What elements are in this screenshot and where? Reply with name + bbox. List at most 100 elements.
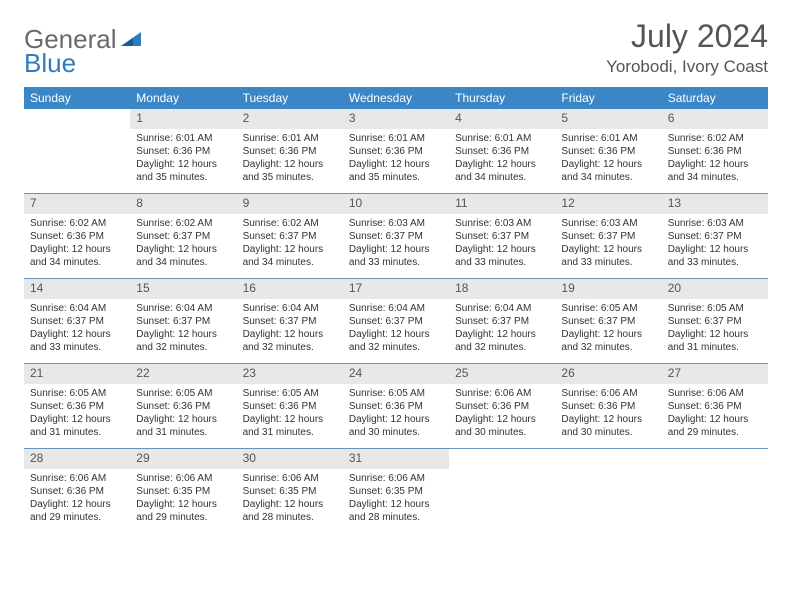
day-cell: 28Sunrise: 6:06 AMSunset: 6:36 PMDayligh… (24, 449, 130, 533)
daylight-text: Daylight: 12 hours and 33 minutes. (30, 328, 124, 354)
daylight-text: Daylight: 12 hours and 33 minutes. (455, 243, 549, 269)
week-row: 7Sunrise: 6:02 AMSunset: 6:36 PMDaylight… (24, 193, 768, 278)
day-cell: 12Sunrise: 6:03 AMSunset: 6:37 PMDayligh… (555, 194, 661, 278)
day-body: Sunrise: 6:05 AMSunset: 6:36 PMDaylight:… (130, 384, 236, 445)
daylight-text: Daylight: 12 hours and 33 minutes. (561, 243, 655, 269)
day-body: Sunrise: 6:01 AMSunset: 6:36 PMDaylight:… (343, 129, 449, 190)
week-row: 21Sunrise: 6:05 AMSunset: 6:36 PMDayligh… (24, 363, 768, 448)
day-cell: 9Sunrise: 6:02 AMSunset: 6:37 PMDaylight… (237, 194, 343, 278)
location-label: Yorobodi, Ivory Coast (606, 57, 768, 77)
day-body: Sunrise: 6:04 AMSunset: 6:37 PMDaylight:… (237, 299, 343, 360)
sunset-text: Sunset: 6:36 PM (561, 400, 655, 413)
sunset-text: Sunset: 6:37 PM (668, 315, 762, 328)
day-cell (662, 449, 768, 533)
day-body: Sunrise: 6:06 AMSunset: 6:36 PMDaylight:… (555, 384, 661, 445)
sunset-text: Sunset: 6:36 PM (561, 145, 655, 158)
day-cell: 11Sunrise: 6:03 AMSunset: 6:37 PMDayligh… (449, 194, 555, 278)
day-cell: 21Sunrise: 6:05 AMSunset: 6:36 PMDayligh… (24, 364, 130, 448)
sunrise-text: Sunrise: 6:04 AM (455, 302, 549, 315)
day-number: 10 (343, 194, 449, 214)
day-body: Sunrise: 6:06 AMSunset: 6:35 PMDaylight:… (237, 469, 343, 530)
dow-cell: Saturday (662, 87, 768, 109)
day-cell: 26Sunrise: 6:06 AMSunset: 6:36 PMDayligh… (555, 364, 661, 448)
day-number: 27 (662, 364, 768, 384)
day-cell (449, 449, 555, 533)
sunset-text: Sunset: 6:35 PM (243, 485, 337, 498)
day-number: 7 (24, 194, 130, 214)
day-number (555, 449, 661, 469)
day-cell: 15Sunrise: 6:04 AMSunset: 6:37 PMDayligh… (130, 279, 236, 363)
sunrise-text: Sunrise: 6:05 AM (349, 387, 443, 400)
brand-part2: Blue (24, 48, 76, 79)
sunset-text: Sunset: 6:36 PM (349, 400, 443, 413)
dow-header-row: SundayMondayTuesdayWednesdayThursdayFrid… (24, 87, 768, 109)
sunrise-text: Sunrise: 6:02 AM (243, 217, 337, 230)
day-body: Sunrise: 6:05 AMSunset: 6:37 PMDaylight:… (555, 299, 661, 360)
daylight-text: Daylight: 12 hours and 31 minutes. (668, 328, 762, 354)
sunrise-text: Sunrise: 6:02 AM (668, 132, 762, 145)
sunset-text: Sunset: 6:37 PM (243, 230, 337, 243)
day-number: 16 (237, 279, 343, 299)
sunset-text: Sunset: 6:36 PM (30, 485, 124, 498)
day-body: Sunrise: 6:04 AMSunset: 6:37 PMDaylight:… (343, 299, 449, 360)
daylight-text: Daylight: 12 hours and 31 minutes. (243, 413, 337, 439)
day-body: Sunrise: 6:05 AMSunset: 6:36 PMDaylight:… (24, 384, 130, 445)
sunset-text: Sunset: 6:36 PM (243, 400, 337, 413)
daylight-text: Daylight: 12 hours and 32 minutes. (561, 328, 655, 354)
day-cell: 13Sunrise: 6:03 AMSunset: 6:37 PMDayligh… (662, 194, 768, 278)
sunrise-text: Sunrise: 6:06 AM (136, 472, 230, 485)
sunrise-text: Sunrise: 6:01 AM (561, 132, 655, 145)
sunrise-text: Sunrise: 6:05 AM (136, 387, 230, 400)
sunset-text: Sunset: 6:37 PM (668, 230, 762, 243)
day-number: 21 (24, 364, 130, 384)
day-body: Sunrise: 6:01 AMSunset: 6:36 PMDaylight:… (555, 129, 661, 190)
day-number (24, 109, 130, 129)
day-number: 25 (449, 364, 555, 384)
day-cell: 14Sunrise: 6:04 AMSunset: 6:37 PMDayligh… (24, 279, 130, 363)
day-number: 26 (555, 364, 661, 384)
day-cell: 5Sunrise: 6:01 AMSunset: 6:36 PMDaylight… (555, 109, 661, 193)
day-body: Sunrise: 6:02 AMSunset: 6:37 PMDaylight:… (130, 214, 236, 275)
day-cell: 3Sunrise: 6:01 AMSunset: 6:36 PMDaylight… (343, 109, 449, 193)
week-row: 1Sunrise: 6:01 AMSunset: 6:36 PMDaylight… (24, 109, 768, 193)
day-number: 2 (237, 109, 343, 129)
day-body: Sunrise: 6:04 AMSunset: 6:37 PMDaylight:… (24, 299, 130, 360)
day-number: 15 (130, 279, 236, 299)
day-body: Sunrise: 6:01 AMSunset: 6:36 PMDaylight:… (130, 129, 236, 190)
day-number: 12 (555, 194, 661, 214)
dow-cell: Wednesday (343, 87, 449, 109)
day-cell: 24 Sunrise: 6:05 AMSunset: 6:36 PMDayligh… (343, 364, 449, 448)
day-body: Sunrise: 6:06 AMSunset: 6:36 PMDaylight:… (662, 384, 768, 445)
sunrise-text: Sunrise: 6:06 AM (349, 472, 443, 485)
sunset-text: Sunset: 6:36 PM (668, 145, 762, 158)
dow-cell: Thursday (449, 87, 555, 109)
week-row: 28Sunrise: 6:06 AMSunset: 6:36 PMDayligh… (24, 448, 768, 533)
day-body: Sunrise: 6:01 AMSunset: 6:36 PMDaylight:… (237, 129, 343, 190)
daylight-text: Daylight: 12 hours and 34 minutes. (561, 158, 655, 184)
dow-cell: Monday (130, 87, 236, 109)
day-number: 13 (662, 194, 768, 214)
day-number: 28 (24, 449, 130, 469)
sunset-text: Sunset: 6:37 PM (561, 315, 655, 328)
daylight-text: Daylight: 12 hours and 33 minutes. (349, 243, 443, 269)
daylight-text: Daylight: 12 hours and 33 minutes. (668, 243, 762, 269)
daylight-text: Daylight: 12 hours and 34 minutes. (243, 243, 337, 269)
day-number: 18 (449, 279, 555, 299)
daylight-text: Daylight: 12 hours and 30 minutes. (349, 413, 443, 439)
sunset-text: Sunset: 6:37 PM (561, 230, 655, 243)
daylight-text: Daylight: 12 hours and 30 minutes. (455, 413, 549, 439)
sunrise-text: Sunrise: 6:05 AM (561, 302, 655, 315)
day-number: 4 (449, 109, 555, 129)
daylight-text: Daylight: 12 hours and 35 minutes. (349, 158, 443, 184)
sunrise-text: Sunrise: 6:06 AM (30, 472, 124, 485)
day-body (555, 469, 661, 478)
sunset-text: Sunset: 6:36 PM (30, 400, 124, 413)
day-number: 29 (130, 449, 236, 469)
day-cell: 23Sunrise: 6:05 AMSunset: 6:36 PMDayligh… (237, 364, 343, 448)
day-cell: 10Sunrise: 6:03 AMSunset: 6:37 PMDayligh… (343, 194, 449, 278)
daylight-text: Daylight: 12 hours and 32 minutes. (243, 328, 337, 354)
sunset-text: Sunset: 6:35 PM (349, 485, 443, 498)
day-number: 3 (343, 109, 449, 129)
day-number: 24 (343, 364, 449, 384)
day-cell (24, 109, 130, 193)
